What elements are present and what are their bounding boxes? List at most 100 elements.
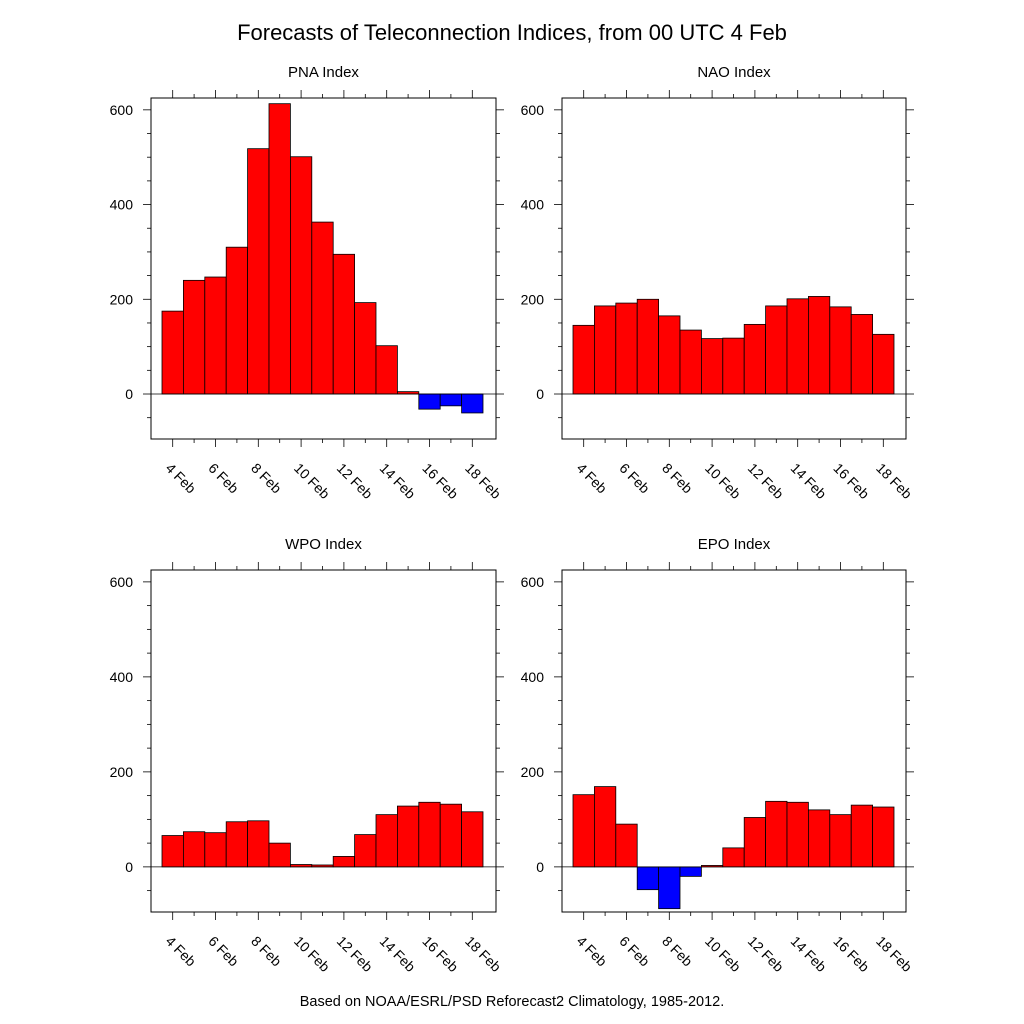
wpo-index-bar <box>161 835 184 868</box>
epo-index-xtick-label: 6 Feb <box>616 933 653 970</box>
epo-index-xtick-label: 18 Feb <box>873 933 915 975</box>
epo-index-bar <box>679 866 702 877</box>
wpo-index-bar <box>354 834 377 868</box>
nao-index-bar <box>808 296 831 395</box>
pna-index-ytick-label: 0 <box>125 386 133 402</box>
epo-index-bar <box>743 817 767 868</box>
wpo-index-ytick-label: 400 <box>110 669 134 685</box>
pna-index-xtick-label: 12 Feb <box>334 460 376 502</box>
wpo-index-bar <box>182 831 206 868</box>
nao-index-xtick-label: 18 Feb <box>873 460 915 502</box>
pna-index-xtick-label: 16 Feb <box>419 460 461 502</box>
epo-index-xtick-label: 14 Feb <box>788 933 830 975</box>
pna-index-xtick-label: 18 Feb <box>462 460 504 502</box>
epo-index-title: EPO Index <box>698 536 771 553</box>
epo-index-xtick-label: 4 Feb <box>574 933 611 970</box>
pna-index-frame <box>150 97 497 440</box>
figure-title: Forecasts of Teleconnection Indices, fro… <box>237 20 787 45</box>
epo-index-bar <box>636 866 660 891</box>
nao-index-xtick-label: 16 Feb <box>830 460 872 502</box>
epo-index-bar <box>594 786 617 868</box>
nao-index-bar <box>722 337 745 395</box>
nao-index-bar <box>701 338 724 395</box>
pna-index-xtick-label: 6 Feb <box>205 460 242 497</box>
nao-index-xtick-label: 12 Feb <box>745 460 787 502</box>
pna-index-bar <box>332 253 356 395</box>
pna-index-bar <box>439 393 463 407</box>
nao-index-panel: NAO Index 0 200 400 600 4 Feb 6 Feb 8 Feb 10 Feb… <box>521 64 916 502</box>
nao-index-bar <box>572 324 595 395</box>
epo-index-bar <box>615 823 638 868</box>
wpo-index-xtick-label: 4 Feb <box>163 933 200 970</box>
pna-index-ytick-label: 200 <box>110 291 134 307</box>
epo-index-bar <box>765 800 788 868</box>
nao-index-bar <box>786 298 809 395</box>
wpo-index-bar <box>225 821 248 868</box>
epo-index-xtick-label: 12 Feb <box>745 933 787 975</box>
wpo-index-ytick-label: 600 <box>110 574 134 590</box>
epo-index-xtick-label: 10 Feb <box>702 933 744 975</box>
wpo-index-xtick-label: 8 Feb <box>248 933 285 970</box>
nao-index-bar <box>615 302 638 395</box>
wpo-index-frame <box>150 569 497 913</box>
pna-index-bar <box>182 279 206 395</box>
pna-index-bar <box>204 276 227 395</box>
pna-index-xtick-label: 8 Feb <box>248 460 285 497</box>
wpo-index-xtick-label: 18 Feb <box>462 933 504 975</box>
nao-index-xtick-label: 10 Feb <box>702 460 744 502</box>
pna-index-xtick-label: 14 Feb <box>377 460 419 502</box>
epo-index-xtick-label: 16 Feb <box>830 933 872 975</box>
nao-index-bar <box>658 315 681 395</box>
epo-index-bar <box>722 847 745 868</box>
nao-index-xtick-label: 8 Feb <box>659 460 696 497</box>
nao-index-frame <box>561 97 907 440</box>
nao-index-bar <box>872 333 895 395</box>
epo-index-bar <box>658 866 681 910</box>
wpo-index-bar <box>204 832 227 868</box>
pna-index-bar <box>354 302 377 395</box>
epo-index-bar <box>786 801 809 868</box>
epo-index-ytick-label: 0 <box>536 859 544 875</box>
wpo-index-xtick-label: 6 Feb <box>205 933 242 970</box>
wpo-index-xtick-label: 12 Feb <box>334 933 376 975</box>
wpo-index-panel: WPO Index 0 200 400 600 4 Feb 6 Feb 8 Feb 10 Feb… <box>110 536 505 975</box>
pna-index-panel: PNA Index 0 200 400 600 4 Feb 6 Feb 8 Feb 10 Feb… <box>110 64 505 502</box>
figure-footnote: Based on NOAA/ESRL/PSD Reforecast2 Clima… <box>300 994 724 1010</box>
wpo-index-bar <box>396 805 420 868</box>
nao-index-bar <box>636 298 660 395</box>
nao-index-bar <box>679 329 702 395</box>
nao-index-ytick-label: 400 <box>521 197 545 213</box>
nao-index-bar <box>829 306 852 395</box>
wpo-index-xtick-label: 10 Feb <box>291 933 333 975</box>
wpo-index-xtick-label: 16 Feb <box>419 933 461 975</box>
epo-index-bar <box>872 806 895 868</box>
pna-index-bar <box>247 148 270 395</box>
pna-index-bar <box>268 103 291 395</box>
epo-index-bar <box>572 794 595 868</box>
wpo-index-xtick-label: 14 Feb <box>377 933 419 975</box>
pna-index-xtick-label: 4 Feb <box>163 460 200 497</box>
wpo-index-title: WPO Index <box>285 536 362 553</box>
wpo-index-bar <box>439 803 463 868</box>
epo-index-ytick-label: 400 <box>521 669 545 685</box>
pna-index-bar <box>225 246 248 395</box>
wpo-index-bar <box>461 811 484 868</box>
nao-index-ytick-label: 0 <box>536 386 544 402</box>
pna-index-bar <box>311 221 334 395</box>
nao-index-ytick-label: 600 <box>521 102 545 118</box>
nao-index-xtick-label: 14 Feb <box>788 460 830 502</box>
pna-index-bar <box>289 156 313 395</box>
pna-index-bar <box>461 393 484 414</box>
epo-index-bar <box>829 814 852 868</box>
nao-index-bar <box>765 305 788 395</box>
nao-index-bar <box>743 323 767 395</box>
pna-index-bar <box>375 345 398 395</box>
wpo-index-ytick-label: 200 <box>110 764 134 780</box>
pna-index-bar <box>161 310 184 395</box>
epo-index-ytick-label: 600 <box>521 574 545 590</box>
wpo-index-bar <box>268 842 291 868</box>
pna-index-bar <box>418 393 441 410</box>
wpo-index-bar <box>375 814 398 868</box>
